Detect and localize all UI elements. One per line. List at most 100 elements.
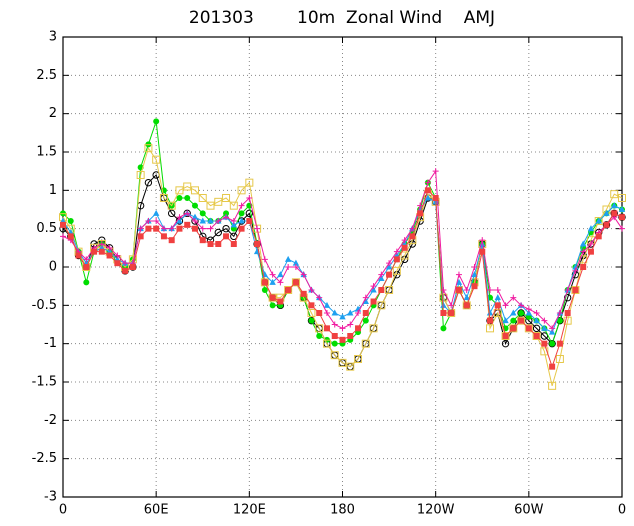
marker [471,271,478,278]
marker [98,241,105,247]
marker [292,259,300,266]
marker [238,210,245,217]
x-tick-label: 180 [330,503,355,518]
marker-shape [176,195,183,201]
marker-shape [190,186,199,195]
marker-shape [556,340,563,347]
marker [424,179,431,186]
marker [206,201,215,210]
marker [355,310,362,316]
marker-shape [254,225,261,232]
marker [331,321,338,328]
marker [106,244,113,251]
marker-shape [260,278,269,287]
marker [563,293,572,302]
marker-shape [362,298,369,304]
marker-shape [331,333,338,339]
marker-shape [424,194,432,201]
marker [222,194,231,202]
marker [509,324,518,333]
marker [222,224,230,233]
marker [440,301,447,308]
marker [378,287,385,293]
marker [339,336,346,343]
marker [362,298,369,304]
marker [510,294,517,301]
marker-shape [183,182,192,191]
marker [214,197,223,206]
marker-shape [541,324,548,331]
marker-shape [362,294,369,301]
marker [83,264,90,270]
marker-shape [471,264,478,270]
marker-shape [587,241,594,247]
marker-shape [369,324,378,333]
marker-shape [168,225,175,232]
marker [370,286,377,293]
marker-shape [595,233,602,240]
marker [362,310,369,316]
y-tick-label: -2.5 [32,451,57,466]
marker-shape [144,178,153,187]
marker [618,194,626,202]
marker [362,317,369,324]
marker [153,225,160,232]
marker [191,218,198,224]
marker [199,217,206,224]
marker-shape [292,264,299,270]
marker [238,202,245,209]
marker-shape [184,210,191,217]
marker-shape [563,316,572,325]
marker-shape [339,313,346,320]
marker [347,309,354,316]
marker [75,252,82,259]
marker [494,302,501,309]
marker [176,217,183,224]
marker [362,294,369,301]
marker [168,237,175,244]
marker-shape [284,255,292,262]
marker-shape [160,225,167,232]
marker [316,310,323,316]
marker-shape [292,259,300,266]
marker-shape [463,302,470,309]
marker [230,221,238,228]
marker [144,144,153,153]
marker-shape [580,264,587,270]
marker [199,225,206,232]
marker [369,324,378,333]
marker-shape [392,266,401,275]
marker-shape [316,333,323,339]
marker [455,287,462,293]
marker [346,362,355,371]
marker-shape [153,225,160,232]
marker-shape [424,179,431,186]
marker-shape [618,206,626,212]
marker-shape [206,201,215,210]
marker [618,206,626,212]
marker [230,218,237,224]
marker [571,286,580,294]
marker [541,317,548,324]
marker [191,225,198,232]
marker-shape [246,218,253,224]
marker-shape [215,218,222,224]
marker-shape [152,209,160,216]
marker [417,210,424,217]
marker [479,237,486,244]
marker-shape [176,217,183,224]
marker-shape [448,310,455,316]
marker [246,195,253,201]
marker-shape [602,221,611,229]
marker [486,324,495,333]
marker-shape [393,248,400,255]
marker-shape [338,358,347,367]
marker-shape [269,271,276,278]
y-tick-label: 3 [49,30,57,45]
marker-shape [261,256,268,263]
marker [556,317,563,324]
marker [269,278,276,285]
marker-shape [144,144,153,153]
x-tick-label: 0 [618,503,626,518]
